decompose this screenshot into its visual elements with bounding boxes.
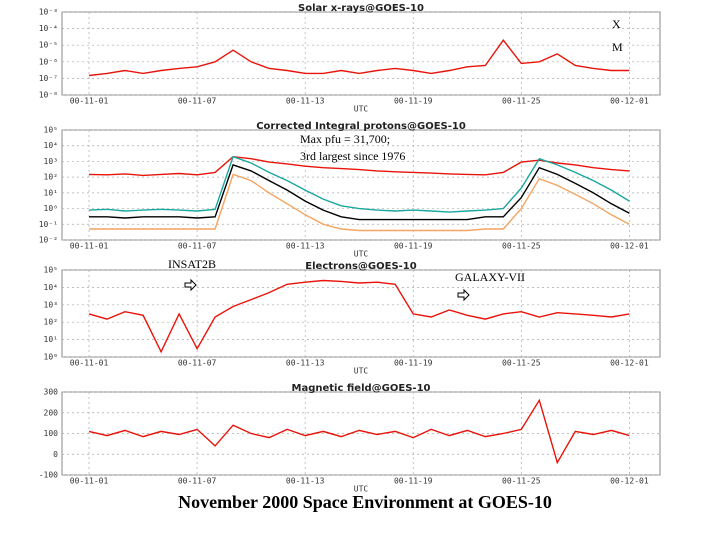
x-axis-label: UTC [354, 485, 369, 494]
x-tick-label: 00-11-19 [394, 242, 433, 251]
y-tick-label: 100 [44, 429, 59, 438]
y-tick-label: 200 [44, 408, 59, 417]
plot-frame [61, 129, 661, 241]
x-tick-label: 00-11-25 [502, 242, 541, 251]
y-tick-label: 0 [53, 450, 58, 459]
x-tick-label: 00-12-01 [610, 359, 649, 368]
y-tick-label: 10⁻¹ [39, 220, 58, 229]
panel-title: Magnetic field@GOES-10 [292, 383, 431, 394]
annotation: X [612, 17, 621, 31]
y-tick-label: 10⁻⁷ [39, 74, 58, 83]
x-tick-label: 00-11-13 [286, 359, 325, 368]
arrow-icon [457, 288, 470, 302]
y-tick-label: 10⁻⁵ [39, 41, 58, 50]
annotation: GALAXY-VII [455, 270, 525, 284]
x-tick-label: 00-11-19 [394, 359, 433, 368]
y-tick-label: 10⁻³ [39, 8, 58, 17]
y-tick-label: 10⁵ [44, 266, 58, 275]
data-line [89, 164, 630, 221]
data-line [88, 39, 630, 77]
x-tick-label: 00-11-07 [178, 242, 217, 251]
x-tick-label: 00-11-19 [394, 477, 433, 486]
y-tick-label: -100 [39, 471, 58, 480]
x-tick-label: 00-12-01 [610, 477, 649, 486]
y-tick-label: 10² [44, 318, 58, 327]
data-line [89, 173, 630, 232]
y-tick-label: 10⁻⁸ [39, 91, 58, 100]
data-line [88, 279, 630, 354]
x-tick-label: 00-12-01 [610, 242, 649, 251]
x-tick-label: 00-12-01 [610, 97, 649, 106]
y-tick-label: 10⁴ [44, 141, 58, 150]
plot-frame [61, 11, 661, 96]
x-tick-label: 00-11-13 [286, 477, 325, 486]
plot-frame [61, 391, 661, 476]
y-tick-label: 10⁰ [44, 204, 58, 213]
x-tick-label: 00-11-01 [70, 242, 109, 251]
annotation: M [612, 40, 623, 54]
panel-title: Solar x-rays@GOES-10 [298, 3, 424, 14]
x-tick-label: 00-11-25 [502, 359, 541, 368]
x-tick-label: 00-11-07 [178, 97, 217, 106]
y-tick-label: 10⁻² [39, 236, 58, 245]
annotation: 3rd largest since 1976 [300, 149, 405, 163]
y-tick-label: 10⁴ [44, 283, 58, 292]
x-tick-label: 00-11-25 [502, 97, 541, 106]
x-tick-label: 00-11-13 [286, 242, 325, 251]
x-tick-label: 00-11-25 [502, 477, 541, 486]
data-line [88, 398, 630, 465]
x-tick-label: 00-11-01 [70, 97, 109, 106]
data-line [88, 155, 630, 213]
y-tick-label: 10³ [44, 157, 58, 166]
annotation: INSAT2B [168, 257, 216, 271]
y-tick-label: 300 [44, 388, 59, 397]
annotation: Max pfu = 31,700; [300, 132, 390, 146]
x-axis-label: UTC [354, 105, 369, 114]
x-axis-label: UTC [354, 250, 369, 259]
main-title: November 2000 Space Environment at GOES-… [178, 492, 552, 512]
x-tick-label: 00-11-13 [286, 97, 325, 106]
y-tick-label: 10² [44, 173, 58, 182]
y-tick-label: 10¹ [44, 335, 58, 344]
x-axis-label: UTC [354, 367, 369, 376]
x-tick-label: 00-11-01 [70, 359, 109, 368]
data-line [88, 155, 630, 177]
y-tick-label: 10⁻⁶ [39, 57, 58, 66]
y-tick-label: 10⁵ [44, 126, 58, 135]
x-tick-label: 00-11-07 [178, 359, 217, 368]
y-tick-label: 10⁻⁴ [39, 24, 58, 33]
x-tick-label: 00-11-01 [70, 477, 109, 486]
arrow-icon [184, 278, 197, 292]
x-tick-label: 00-11-07 [178, 477, 217, 486]
panel-title: Corrected Integral protons@GOES-10 [256, 121, 466, 132]
x-tick-label: 00-11-19 [394, 97, 433, 106]
y-tick-label: 10¹ [44, 188, 58, 197]
y-tick-label: 10³ [44, 300, 58, 309]
panel-title: Electrons@GOES-10 [305, 261, 416, 272]
y-tick-label: 10⁰ [44, 353, 58, 362]
